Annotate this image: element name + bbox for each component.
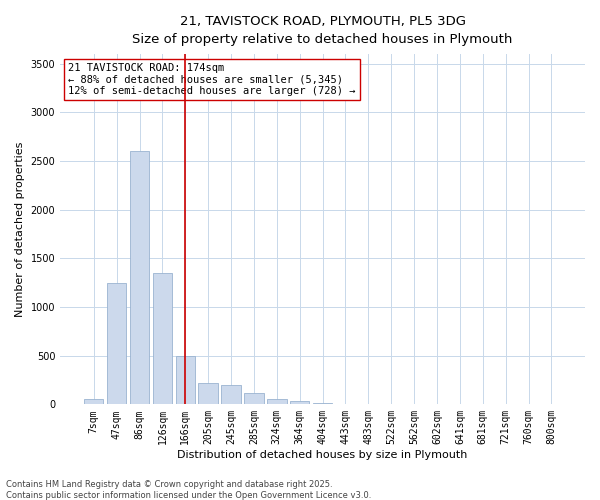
Bar <box>290 402 310 404</box>
Text: 21 TAVISTOCK ROAD: 174sqm
← 88% of detached houses are smaller (5,345)
12% of se: 21 TAVISTOCK ROAD: 174sqm ← 88% of detac… <box>68 63 356 96</box>
Bar <box>221 385 241 404</box>
Bar <box>267 399 287 404</box>
Bar <box>152 273 172 404</box>
Y-axis label: Number of detached properties: Number of detached properties <box>15 142 25 317</box>
Bar <box>176 356 195 405</box>
X-axis label: Distribution of detached houses by size in Plymouth: Distribution of detached houses by size … <box>178 450 468 460</box>
Title: 21, TAVISTOCK ROAD, PLYMOUTH, PL5 3DG
Size of property relative to detached hous: 21, TAVISTOCK ROAD, PLYMOUTH, PL5 3DG Si… <box>133 15 513 46</box>
Bar <box>199 384 218 404</box>
Bar <box>84 400 103 404</box>
Bar <box>244 392 263 404</box>
Bar <box>130 152 149 404</box>
Text: Contains HM Land Registry data © Crown copyright and database right 2025.
Contai: Contains HM Land Registry data © Crown c… <box>6 480 371 500</box>
Bar <box>107 282 127 405</box>
